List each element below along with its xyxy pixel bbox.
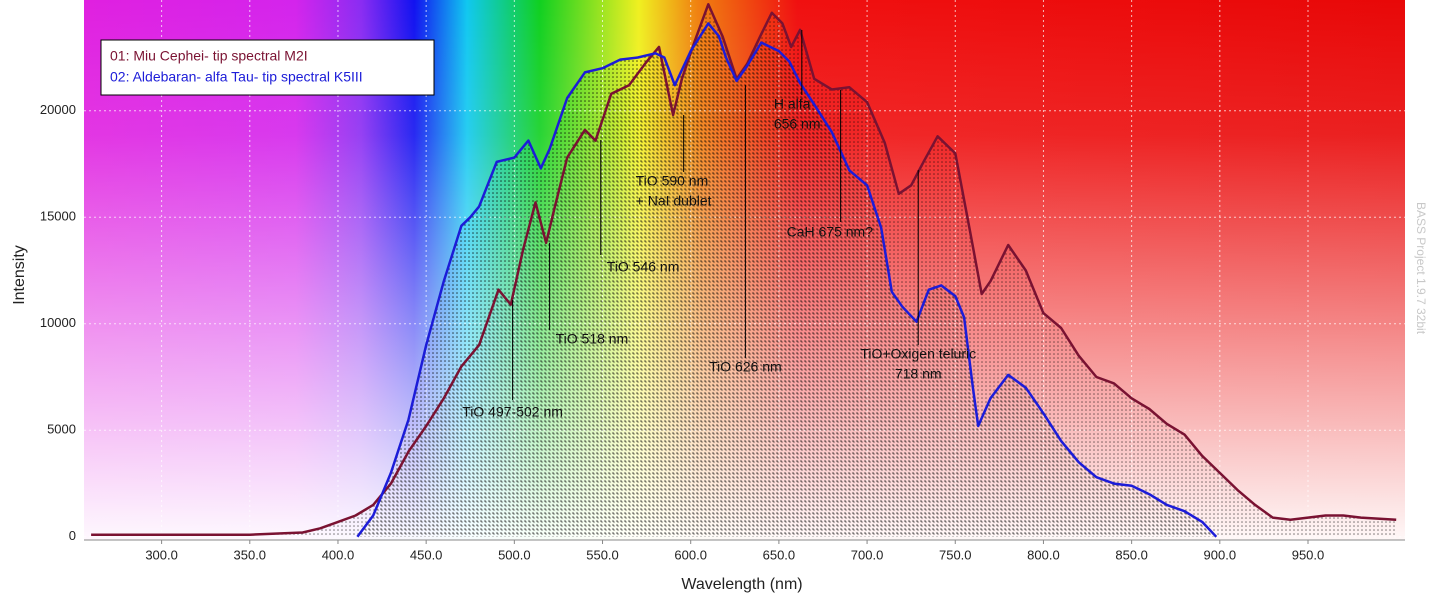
x-tick-label: 400.0 xyxy=(322,547,355,562)
plot-area xyxy=(84,0,1405,540)
x-tick-label: 700.0 xyxy=(851,547,884,562)
annotation-label: 656 nm xyxy=(774,116,821,132)
y-tick-label: 15000 xyxy=(40,209,76,224)
annotation-label: TiO 518 nm xyxy=(556,331,629,347)
annotation-label: TiO 497-502 nm xyxy=(462,404,563,420)
annotation-label: TiO+Oxigen teluric xyxy=(860,346,976,362)
legend-label: 02: Aldebaran- alfa Tau- tip spectral K5… xyxy=(110,69,363,85)
x-tick-label: 550.0 xyxy=(586,547,619,562)
x-tick-label: 350.0 xyxy=(234,547,267,562)
legend-box xyxy=(100,39,435,96)
x-tick-label: 800.0 xyxy=(1027,547,1060,562)
series-line xyxy=(91,3,1397,536)
y-tick-label: 20000 xyxy=(40,102,76,117)
watermark: BASS Project 1.9.7 32bit xyxy=(1414,202,1428,335)
series-line xyxy=(356,22,1218,538)
x-tick-label: 750.0 xyxy=(939,547,972,562)
x-tick-label: 850.0 xyxy=(1115,547,1148,562)
y-tick-label: 5000 xyxy=(47,422,76,437)
y-axis-title: Intensity xyxy=(11,245,28,305)
annotation-label: H alfa xyxy=(774,96,811,112)
x-tick-label: 600.0 xyxy=(674,547,707,562)
annotation-label: TiO 626 nm xyxy=(709,359,782,375)
annotation-label: TiO 590 nm xyxy=(636,173,709,189)
x-tick-label: 450.0 xyxy=(410,547,443,562)
x-tick-label: 650.0 xyxy=(763,547,796,562)
annotation-label: CaH 675 nm? xyxy=(787,224,874,240)
x-tick-label: 300.0 xyxy=(145,547,178,562)
legend: 01: Miu Cephei- tip spectral M2I 02: Alde… xyxy=(100,39,435,96)
x-tick-label: 900.0 xyxy=(1204,547,1237,562)
annotation-label: + NaI dublet xyxy=(636,193,712,209)
annotation-label: 718 nm xyxy=(895,366,942,382)
x-tick-label: 500.0 xyxy=(498,547,531,562)
x-tick-label: 950.0 xyxy=(1292,547,1325,562)
annotation-label: TiO 546 nm xyxy=(607,259,680,275)
legend-label: 01: Miu Cephei- tip spectral M2I xyxy=(110,48,308,64)
y-tick-label: 0 xyxy=(69,528,76,543)
x-axis-title: Wavelength (nm) xyxy=(681,576,802,593)
y-tick-label: 10000 xyxy=(40,315,76,330)
